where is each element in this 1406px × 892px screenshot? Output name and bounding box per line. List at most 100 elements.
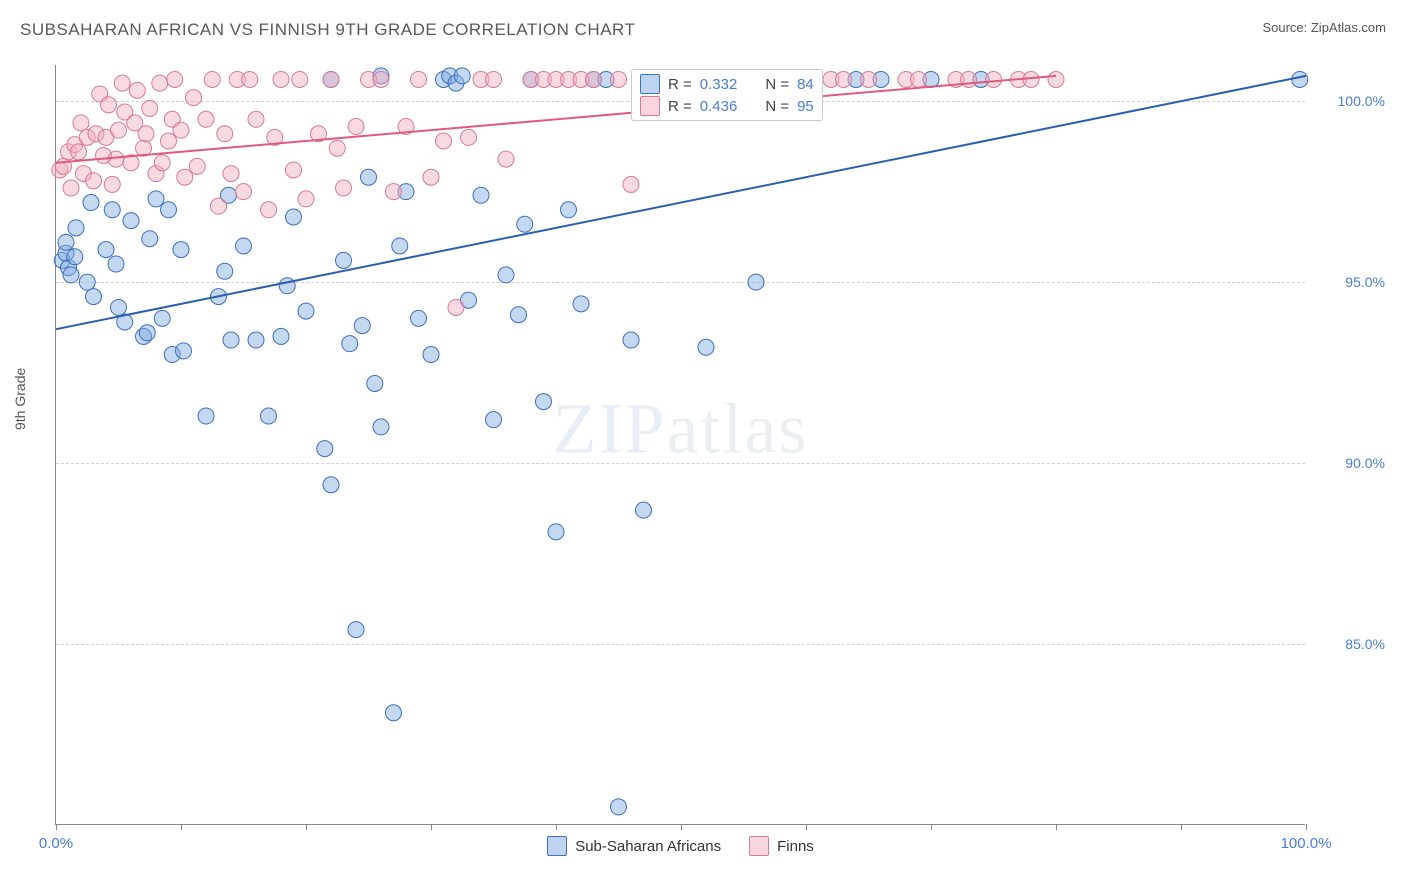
- data-point[interactable]: [167, 71, 183, 87]
- data-point[interactable]: [498, 151, 514, 167]
- data-point[interactable]: [348, 119, 364, 135]
- data-point[interactable]: [68, 220, 84, 236]
- data-point[interactable]: [73, 115, 89, 131]
- data-point[interactable]: [161, 202, 177, 218]
- data-point[interactable]: [336, 180, 352, 196]
- data-point[interactable]: [176, 343, 192, 359]
- data-point[interactable]: [1048, 71, 1064, 87]
- data-point[interactable]: [173, 122, 189, 138]
- data-point[interactable]: [152, 75, 168, 91]
- data-point[interactable]: [142, 100, 158, 116]
- data-point[interactable]: [392, 238, 408, 254]
- data-point[interactable]: [623, 176, 639, 192]
- data-point[interactable]: [367, 375, 383, 391]
- legend-entry[interactable]: Sub-Saharan Africans: [547, 836, 721, 856]
- data-point[interactable]: [173, 242, 189, 258]
- data-point[interactable]: [386, 705, 402, 721]
- data-point[interactable]: [86, 289, 102, 305]
- data-point[interactable]: [386, 184, 402, 200]
- data-point[interactable]: [86, 173, 102, 189]
- data-point[interactable]: [486, 71, 502, 87]
- data-point[interactable]: [473, 187, 489, 203]
- data-point[interactable]: [498, 267, 514, 283]
- data-point[interactable]: [961, 71, 977, 87]
- data-point[interactable]: [373, 71, 389, 87]
- data-point[interactable]: [223, 166, 239, 182]
- data-point[interactable]: [71, 144, 87, 160]
- data-point[interactable]: [242, 71, 258, 87]
- data-point[interactable]: [436, 133, 452, 149]
- data-point[interactable]: [361, 169, 377, 185]
- data-point[interactable]: [204, 71, 220, 87]
- data-point[interactable]: [139, 325, 155, 341]
- data-point[interactable]: [104, 202, 120, 218]
- data-point[interactable]: [211, 198, 227, 214]
- data-point[interactable]: [448, 299, 464, 315]
- data-point[interactable]: [248, 332, 264, 348]
- data-point[interactable]: [129, 82, 145, 98]
- data-point[interactable]: [177, 169, 193, 185]
- data-point[interactable]: [636, 502, 652, 518]
- data-point[interactable]: [536, 394, 552, 410]
- data-point[interactable]: [461, 129, 477, 145]
- data-point[interactable]: [298, 191, 314, 207]
- data-point[interactable]: [63, 267, 79, 283]
- data-point[interactable]: [454, 68, 470, 84]
- data-point[interactable]: [279, 278, 295, 294]
- source-link[interactable]: ZipAtlas.com: [1311, 20, 1386, 35]
- data-point[interactable]: [486, 412, 502, 428]
- data-point[interactable]: [273, 328, 289, 344]
- data-point[interactable]: [67, 249, 83, 265]
- data-point[interactable]: [423, 169, 439, 185]
- data-point[interactable]: [286, 209, 302, 225]
- data-point[interactable]: [138, 126, 154, 142]
- data-point[interactable]: [373, 419, 389, 435]
- data-point[interactable]: [98, 242, 114, 258]
- data-point[interactable]: [108, 151, 124, 167]
- data-point[interactable]: [329, 140, 345, 156]
- data-point[interactable]: [83, 195, 99, 211]
- data-point[interactable]: [586, 71, 602, 87]
- data-point[interactable]: [423, 347, 439, 363]
- data-point[interactable]: [189, 158, 205, 174]
- data-point[interactable]: [161, 133, 177, 149]
- data-point[interactable]: [261, 202, 277, 218]
- data-point[interactable]: [911, 71, 927, 87]
- data-point[interactable]: [104, 176, 120, 192]
- data-point[interactable]: [323, 71, 339, 87]
- data-point[interactable]: [611, 799, 627, 815]
- data-point[interactable]: [411, 310, 427, 326]
- data-point[interactable]: [58, 234, 74, 250]
- data-point[interactable]: [261, 408, 277, 424]
- data-point[interactable]: [286, 162, 302, 178]
- data-point[interactable]: [236, 238, 252, 254]
- data-point[interactable]: [123, 213, 139, 229]
- data-point[interactable]: [986, 71, 1002, 87]
- data-point[interactable]: [336, 252, 352, 268]
- data-point[interactable]: [154, 310, 170, 326]
- data-point[interactable]: [248, 111, 264, 127]
- data-point[interactable]: [79, 274, 95, 290]
- data-point[interactable]: [236, 184, 252, 200]
- data-point[interactable]: [698, 339, 714, 355]
- data-point[interactable]: [142, 231, 158, 247]
- data-point[interactable]: [323, 477, 339, 493]
- data-point[interactable]: [198, 408, 214, 424]
- data-point[interactable]: [111, 122, 127, 138]
- data-point[interactable]: [63, 180, 79, 196]
- data-point[interactable]: [354, 318, 370, 334]
- data-point[interactable]: [748, 274, 764, 290]
- data-point[interactable]: [561, 202, 577, 218]
- data-point[interactable]: [348, 622, 364, 638]
- data-point[interactable]: [511, 307, 527, 323]
- data-point[interactable]: [217, 263, 233, 279]
- data-point[interactable]: [411, 71, 427, 87]
- data-point[interactable]: [548, 524, 564, 540]
- data-point[interactable]: [861, 71, 877, 87]
- data-point[interactable]: [217, 126, 233, 142]
- data-point[interactable]: [108, 256, 124, 272]
- data-point[interactable]: [111, 299, 127, 315]
- data-point[interactable]: [198, 111, 214, 127]
- data-point[interactable]: [517, 216, 533, 232]
- data-point[interactable]: [223, 332, 239, 348]
